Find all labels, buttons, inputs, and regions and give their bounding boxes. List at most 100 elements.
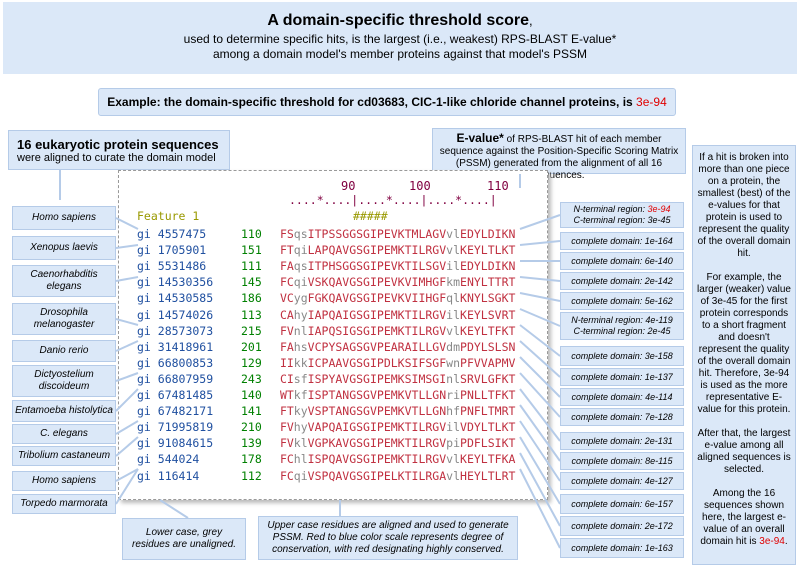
domain-evalue-box: N-terminal region: 3e-94 C-terminal regio… xyxy=(560,202,684,228)
sequence-residues: FSqsITPSSGGSGIPEVKTMLAGVvlEDYLDIKN xyxy=(279,227,516,241)
domain-region-label: complete domain: xyxy=(571,295,643,306)
header-banner: A domain-specific threshold score, used … xyxy=(3,2,797,74)
alignment-row: gi 28573073 215 FVnlIAPQSIGSGIPEMKTILRGVv… xyxy=(137,324,515,338)
domain-region-label: complete domain: xyxy=(571,475,643,486)
domain-evalue-line: complete domain: 2e-131 xyxy=(571,436,673,447)
domain-evalue-line: complete domain: 3e-158 xyxy=(571,351,673,362)
header-title: A domain-specific threshold score xyxy=(267,12,530,29)
gi-identifier: gi 66807959 xyxy=(137,371,214,386)
domain-evalue: 4e-119 xyxy=(645,315,673,325)
domain-evalue-line: complete domain: 6e-157 xyxy=(571,499,673,510)
start-position: 141 xyxy=(241,404,262,419)
uppercase-note: Upper case residues are aligned and used… xyxy=(258,516,518,560)
explanation-panel: If a hit is broken into more than one pi… xyxy=(692,145,796,565)
domain-evalue-line: complete domain: 7e-128 xyxy=(571,412,673,423)
domain-region-label: complete domain: xyxy=(571,350,643,361)
start-position: 145 xyxy=(241,275,262,290)
sequence-alignment: 90 100 110 ....*....|....*....|....*....… xyxy=(118,170,548,500)
domain-region-label: complete domain: xyxy=(571,542,643,553)
lowercase-note-text: Lower case, grey residues are unaligned. xyxy=(132,527,236,550)
species-box: Drosophila melanogaster xyxy=(12,303,116,335)
start-position: 113 xyxy=(241,307,262,322)
alignment-ruler: ....*....|....*....|....*....| xyxy=(289,193,497,207)
domain-evalue: 2e-45 xyxy=(647,326,671,336)
alignment-row: gi 67481485 140 WTkfISPTANGSGVPEMKVTLLGNr… xyxy=(137,388,515,402)
sequences-callout: 16 eukaryotic protein sequences were ali… xyxy=(8,130,230,170)
domain-evalue-box: complete domain: 1e-164 xyxy=(560,232,684,250)
lowercase-note: Lower case, grey residues are unaligned. xyxy=(122,518,246,560)
alignment-row: gi 116414 112 FCqiVSPQAVGSGIPELKTILRGAvlH… xyxy=(137,469,515,483)
domain-region-label: C-terminal region: xyxy=(573,326,645,336)
species-box: Caenorhabditis elegans xyxy=(12,265,116,297)
sequence-residues: FVklVGPKAVGSGIPEMKTILRGVpiPDFLSIKT xyxy=(279,436,516,451)
sequence-residues: IIkkICPAAVGSGIPDLKSIFSGFwnPFVVAPMV xyxy=(279,355,516,370)
domain-evalue-box: complete domain: 6e-157 xyxy=(560,494,684,514)
domain-evalue: 2e-142 xyxy=(644,275,673,286)
explanation-p4: Among the 16 sequences shown here, the l… xyxy=(700,488,786,547)
explanation-p3: After that, the largest e-value among al… xyxy=(697,428,791,475)
gi-identifier: gi 66800853 xyxy=(137,355,214,370)
domain-evalue-line: complete domain: 2e-142 xyxy=(571,276,673,287)
example-text: Example: the domain-specific threshold f… xyxy=(107,95,633,109)
domain-evalue: 6e-140 xyxy=(644,255,673,266)
sequence-residues: CAhyIAPQAIGSGIPEMKTILRGVilKEYLSVRT xyxy=(279,307,516,322)
gi-identifier: gi 67481485 xyxy=(137,388,214,402)
header-title-suffix: , xyxy=(529,13,533,28)
sequence-residues: FCqiVSKQAVGSGIPEVKVIMHGFkmENYLTTRT xyxy=(279,275,516,290)
species-label: Xenopus laevis xyxy=(30,242,98,253)
alignment-row: gi 91084615 139 FVklVGPKAVGSGIPEMKTILRGVp… xyxy=(137,436,515,450)
sequence-residues: FChlISPQAVGSGIPEMKTILRGVvlKEYLTFKA xyxy=(279,452,516,467)
explanation-p2: For example, the larger (weaker) value o… xyxy=(697,272,791,415)
domain-evalue-box: complete domain: 5e-162 xyxy=(560,292,684,310)
gi-identifier: gi 4557475 xyxy=(137,227,207,241)
gi-identifier: gi 14530585 xyxy=(137,291,214,306)
gi-identifier: gi 28573073 xyxy=(137,323,214,338)
domain-region-label: complete domain: xyxy=(571,391,643,402)
feature-marks: ##### xyxy=(353,209,388,223)
domain-evalue: 1e-137 xyxy=(644,371,673,382)
domain-region-label: complete domain: xyxy=(571,255,643,266)
explanation-p4-value: 3e-94 xyxy=(759,536,785,547)
gi-identifier: gi 116414 xyxy=(137,468,200,483)
start-position: 140 xyxy=(241,388,262,402)
domain-evalue: 7e-128 xyxy=(644,411,673,422)
domain-region-label: complete domain: xyxy=(571,455,643,466)
ruler-number: 90 xyxy=(341,179,356,193)
gi-identifier: gi 14530356 xyxy=(137,275,214,290)
sequence-residues: FTqiLAPQAVGSGIPEMKTILRGVvlKEYLTLKT xyxy=(279,243,516,258)
explanation-p4-post: . xyxy=(784,536,788,547)
domain-evalue: 4e-114 xyxy=(645,391,673,402)
evalue-text: of RPS-BLAST hit of each member sequence… xyxy=(439,134,679,181)
alignment-row: gi 14530585 186 VCygFGKQAVGSGIPEVKVIIHGFq… xyxy=(137,291,515,305)
example-banner: Example: the domain-specific threshold f… xyxy=(98,88,676,116)
domain-evalue-box: complete domain: 4e-127 xyxy=(560,472,684,490)
species-label: Dictyostelium discoideum xyxy=(34,369,94,392)
domain-evalue: 5e-162 xyxy=(644,295,673,306)
header-line1: used to determine specific hits, is the … xyxy=(183,32,617,46)
domain-evalue-box: complete domain: 8e-115 xyxy=(560,452,684,470)
species-label: C. elegans xyxy=(40,428,88,439)
domain-region-label: complete domain: xyxy=(571,411,643,422)
alignment-row: gi 67482171 141 FTkyVSPTANGSGVPEMKVTLLGNh… xyxy=(137,404,515,418)
species-box: Dictyostelium discoideum xyxy=(12,365,116,397)
domain-region-label: complete domain: xyxy=(571,520,643,531)
ruler-number: 100 xyxy=(409,179,431,193)
species-label: Tribolium castaneum xyxy=(17,450,111,461)
species-box: Homo sapiens xyxy=(12,206,116,230)
domain-region-label: complete domain: xyxy=(571,371,643,382)
domain-region-label: N-terminal region: xyxy=(571,315,643,325)
domain-evalue: 8e-115 xyxy=(645,455,673,466)
domain-evalue-line: C-terminal region: 3e-45 xyxy=(573,215,670,226)
species-box: Tribolium castaneum xyxy=(12,446,116,466)
start-position: 201 xyxy=(241,339,262,354)
start-position: 139 xyxy=(241,436,262,451)
species-box: Torpedo marmorata xyxy=(12,494,116,514)
sequences-title: 16 eukaryotic protein sequences xyxy=(17,137,219,152)
domain-region-label: C-terminal region: xyxy=(573,215,645,225)
domain-evalue: 1e-164 xyxy=(644,235,673,246)
domain-evalue-line: complete domain: 6e-140 xyxy=(571,256,673,267)
evalue-title: E-value* xyxy=(456,131,504,145)
domain-evalue-line: complete domain: 1e-163 xyxy=(571,543,673,554)
domain-evalue-line: C-terminal region: 2e-45 xyxy=(573,326,670,337)
domain-evalue-box: complete domain: 2e-131 xyxy=(560,432,684,450)
